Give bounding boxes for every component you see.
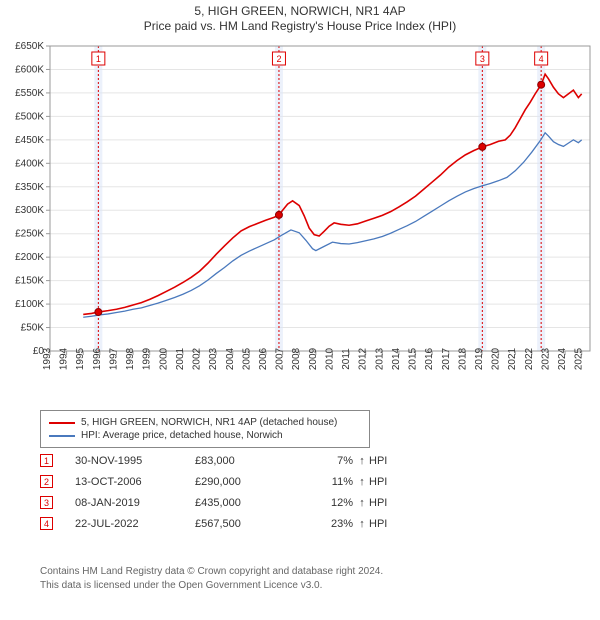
table-row: 1 30-NOV-1995£83,0007%↑HPI <box>40 450 399 471</box>
chart-subtitle: Price paid vs. HM Land Registry's House … <box>0 18 600 33</box>
svg-text:2011: 2011 <box>341 348 352 370</box>
svg-text:£650K: £650K <box>15 41 44 52</box>
svg-text:2007: 2007 <box>275 347 286 370</box>
legend-label: 5, HIGH GREEN, NORWICH, NR1 4AP (detache… <box>81 417 337 428</box>
svg-text:£50K: £50K <box>21 323 45 334</box>
svg-text:2020: 2020 <box>491 347 502 370</box>
svg-text:2003: 2003 <box>208 347 219 370</box>
footer-line1: Contains HM Land Registry data © Crown c… <box>40 565 383 579</box>
arrow-up-icon: ↑ <box>355 455 369 467</box>
row-price: £290,000 <box>195 476 305 488</box>
svg-text:£150K: £150K <box>15 276 44 287</box>
legend-row: 5, HIGH GREEN, NORWICH, NR1 4AP (detache… <box>49 416 361 429</box>
svg-text:2015: 2015 <box>408 347 419 370</box>
footer-line2: This data is licensed under the Open Gov… <box>40 579 383 593</box>
chart-area: £0£50K£100K£150K£200K£250K£300K£350K£400… <box>0 38 600 398</box>
svg-text:2024: 2024 <box>557 347 568 370</box>
table-row: 2 13-OCT-2006£290,00011%↑HPI <box>40 471 399 492</box>
svg-text:£450K: £450K <box>15 135 44 146</box>
svg-text:2004: 2004 <box>225 347 236 370</box>
row-hpi-label: HPI <box>369 455 399 467</box>
row-pct: 23% <box>305 518 355 530</box>
svg-text:2000: 2000 <box>158 347 169 370</box>
svg-text:1993: 1993 <box>42 347 53 370</box>
row-marker: 4 <box>40 517 53 530</box>
legend: 5, HIGH GREEN, NORWICH, NR1 4AP (detache… <box>40 410 370 448</box>
svg-text:£550K: £550K <box>15 88 44 99</box>
transaction-table: 130-NOV-1995£83,0007%↑HPI213-OCT-2006£29… <box>40 450 399 534</box>
row-pct: 7% <box>305 455 355 467</box>
svg-text:2017: 2017 <box>441 347 452 370</box>
svg-text:£100K: £100K <box>15 299 44 310</box>
chart-title: 5, HIGH GREEN, NORWICH, NR1 4AP <box>0 0 600 18</box>
svg-text:2010: 2010 <box>324 347 335 370</box>
row-hpi-label: HPI <box>369 518 399 530</box>
svg-text:4: 4 <box>539 54 544 64</box>
svg-text:1997: 1997 <box>108 347 119 370</box>
svg-text:3: 3 <box>480 54 485 64</box>
svg-text:2012: 2012 <box>358 347 369 370</box>
svg-text:£400K: £400K <box>15 158 44 169</box>
svg-text:£600K: £600K <box>15 64 44 75</box>
row-marker: 3 <box>40 496 53 509</box>
svg-text:2016: 2016 <box>424 347 435 370</box>
svg-text:2019: 2019 <box>474 347 485 370</box>
svg-text:£300K: £300K <box>15 205 44 216</box>
svg-text:2021: 2021 <box>507 347 518 370</box>
svg-text:1996: 1996 <box>92 347 103 370</box>
svg-text:2006: 2006 <box>258 347 269 370</box>
arrow-up-icon: ↑ <box>355 497 369 509</box>
row-pct: 11% <box>305 476 355 488</box>
svg-text:1: 1 <box>96 54 101 64</box>
arrow-up-icon: ↑ <box>355 476 369 488</box>
row-price: £567,500 <box>195 518 305 530</box>
row-date: 13-OCT-2006 <box>75 476 195 488</box>
svg-text:2014: 2014 <box>391 347 402 370</box>
row-date: 30-NOV-1995 <box>75 455 195 467</box>
legend-label: HPI: Average price, detached house, Norw… <box>81 430 283 441</box>
legend-swatch <box>49 435 75 437</box>
svg-text:2009: 2009 <box>308 347 319 370</box>
table-row: 4 22-JUL-2022£567,50023%↑HPI <box>40 513 399 534</box>
svg-text:2025: 2025 <box>574 347 585 370</box>
legend-row: HPI: Average price, detached house, Norw… <box>49 429 361 442</box>
table-row: 3 08-JAN-2019£435,00012%↑HPI <box>40 492 399 513</box>
svg-text:2008: 2008 <box>291 347 302 370</box>
row-hpi-label: HPI <box>369 476 399 488</box>
svg-text:1998: 1998 <box>125 347 136 370</box>
svg-text:£350K: £350K <box>15 182 44 193</box>
svg-text:2002: 2002 <box>192 347 203 370</box>
svg-text:1999: 1999 <box>142 347 153 370</box>
row-price: £83,000 <box>195 455 305 467</box>
svg-text:£500K: £500K <box>15 111 44 122</box>
svg-text:2013: 2013 <box>374 347 385 370</box>
row-price: £435,000 <box>195 497 305 509</box>
footer-attribution: Contains HM Land Registry data © Crown c… <box>40 565 383 593</box>
svg-text:2022: 2022 <box>524 347 535 370</box>
row-pct: 12% <box>305 497 355 509</box>
svg-text:1995: 1995 <box>75 347 86 370</box>
row-date: 22-JUL-2022 <box>75 518 195 530</box>
line-chart-svg: £0£50K£100K£150K£200K£250K£300K£350K£400… <box>0 38 600 398</box>
svg-text:2: 2 <box>276 54 281 64</box>
svg-text:2005: 2005 <box>241 347 252 370</box>
svg-text:2001: 2001 <box>175 347 186 370</box>
svg-text:£200K: £200K <box>15 252 44 263</box>
arrow-up-icon: ↑ <box>355 518 369 530</box>
svg-text:£250K: £250K <box>15 229 44 240</box>
legend-swatch <box>49 422 75 424</box>
row-date: 08-JAN-2019 <box>75 497 195 509</box>
row-marker: 1 <box>40 454 53 467</box>
row-hpi-label: HPI <box>369 497 399 509</box>
svg-text:1994: 1994 <box>59 347 70 370</box>
row-marker: 2 <box>40 475 53 488</box>
svg-text:2018: 2018 <box>457 347 468 370</box>
svg-text:2023: 2023 <box>540 347 551 370</box>
